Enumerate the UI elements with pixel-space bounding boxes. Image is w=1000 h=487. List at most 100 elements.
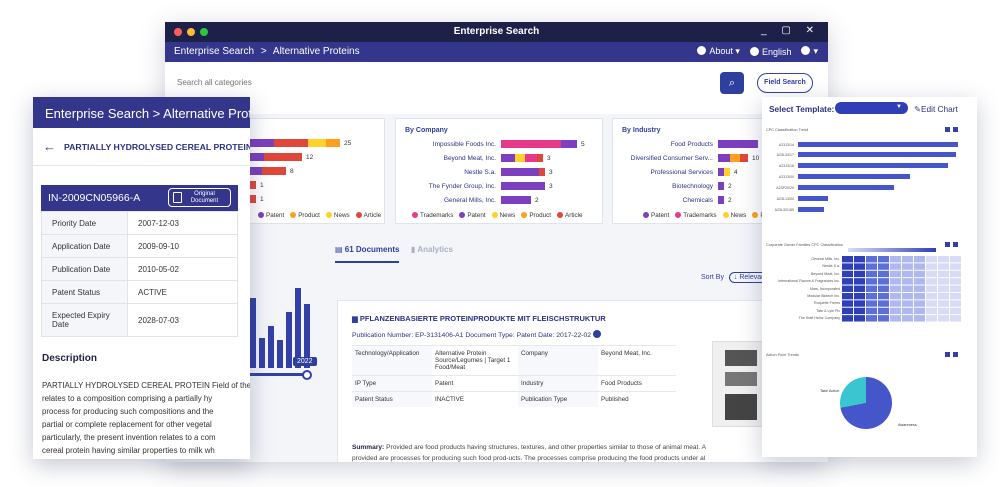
chart1-label: A23J3/00: [778, 175, 794, 179]
legend-news[interactable]: News: [325, 212, 350, 219]
breadcrumb-current[interactable]: Alternative Proteins: [272, 46, 360, 57]
about-menu[interactable]: About ▾: [697, 46, 740, 57]
timeline-bar[interactable]: [259, 338, 265, 368]
table-row: Patent Status ACTIVE: [41, 280, 238, 304]
meta-value: 2028-07-03: [127, 303, 238, 337]
chart1-bar[interactable]: [798, 163, 948, 168]
legend-patent[interactable]: Patent: [258, 212, 284, 219]
maximize-dot-icon[interactable]: [200, 28, 208, 36]
chart1-label: A23J3/14: [778, 143, 794, 147]
chart1-bar[interactable]: [798, 174, 910, 179]
timeline-bar[interactable]: [277, 340, 283, 368]
back-arrow-icon[interactable]: ←: [43, 139, 56, 154]
window-title: Enterprise Search: [453, 26, 540, 37]
document-card: ▆ PFLANZENBASIERTE PROTEINPRODUKTE MIT F…: [337, 300, 828, 462]
chart1-bar[interactable]: [798, 152, 956, 157]
bar-value: 3: [547, 154, 551, 162]
breadcrumb-root[interactable]: Enterprise Search: [174, 46, 255, 57]
breadcrumb-separator: >: [260, 46, 267, 57]
original-document-button[interactable]: Original Document: [168, 188, 231, 207]
industry-bar: [718, 140, 758, 148]
search-input[interactable]: Search all categories: [177, 78, 252, 87]
industry-label: Biotechnology: [672, 183, 713, 190]
by-company-title: By Company: [405, 127, 448, 134]
field-value: Patent: [432, 375, 518, 392]
chart1-label: A23L13/00: [776, 197, 794, 201]
window-controls[interactable]: _ ▢ ✕: [761, 25, 820, 36]
heatmap-row-label: Roquette Freres: [814, 301, 840, 306]
field-search-button[interactable]: Field Search: [757, 73, 813, 93]
bar-value: 8: [290, 167, 294, 175]
timeline-bar[interactable]: [286, 312, 292, 368]
tab-documents[interactable]: ▤ 61 Documents: [335, 245, 400, 254]
document-title[interactable]: ▆ PFLANZENBASIERTE PROTEINPRODUKTE MIT F…: [352, 314, 606, 323]
sort-label: Sort By: [701, 274, 724, 281]
language-menu[interactable]: English: [749, 46, 791, 57]
legend-product[interactable]: Product: [290, 212, 320, 219]
legend-news[interactable]: News: [722, 212, 746, 219]
bar-value: 4: [734, 168, 738, 176]
document-thumbnail[interactable]: [712, 341, 768, 427]
legend-article[interactable]: Article: [355, 212, 381, 219]
category-bar-5: 1: [250, 195, 264, 203]
legend-article[interactable]: Article: [557, 212, 583, 219]
timeline-bar[interactable]: [250, 298, 256, 368]
category-bar-4: 1: [250, 181, 264, 189]
minimize-dot-icon[interactable]: [187, 28, 195, 36]
timeline-slider-handle[interactable]: [302, 370, 312, 380]
sort-dropdown[interactable]: ↓ Relevan: [728, 272, 771, 283]
heatmap-row-label: Modular Biotech Inc.: [807, 294, 840, 299]
close-dot-icon[interactable]: [174, 28, 182, 36]
heatmap-grid[interactable]: [842, 255, 962, 322]
meta-key: Publication Date: [41, 257, 128, 281]
window-traffic-lights: [174, 28, 208, 36]
chart3-toolbar[interactable]: [945, 352, 969, 357]
timeline-bar[interactable]: [295, 288, 301, 368]
link-icon[interactable]: [592, 330, 601, 338]
user-menu[interactable]: ▾: [801, 46, 818, 57]
chart1-bar[interactable]: [798, 142, 958, 147]
pie-chart[interactable]: [840, 377, 892, 429]
legend-news[interactable]: News: [491, 212, 515, 219]
table-row: Expected Expiry Date 2028-07-03: [41, 303, 238, 337]
active-tab-indicator: [335, 261, 399, 263]
legend-patent[interactable]: Patent: [643, 212, 669, 219]
chart1-label: A23J3/16: [778, 164, 794, 168]
legend-patent[interactable]: Patent: [459, 212, 486, 219]
timeline-bar[interactable]: [304, 304, 310, 368]
company-label: General Mills, Inc.: [443, 197, 496, 204]
heatmap-row-label: General Mills, Inc.: [811, 257, 840, 261]
bar-value: 5: [581, 140, 585, 148]
chart1-bar[interactable]: [798, 207, 824, 212]
search-button[interactable]: ⌕: [720, 72, 744, 94]
field-key: IP Type: [352, 375, 432, 392]
chart1-toolbar[interactable]: [945, 127, 969, 132]
timeline-chart: 2022: [165, 244, 335, 404]
timeline-bar[interactable]: [268, 326, 274, 368]
template-select[interactable]: ▼: [835, 102, 908, 114]
bar-value: 3: [549, 168, 553, 176]
document-fields-table: Technology/Application Alternative Prote…: [352, 345, 676, 407]
tab-analytics-label: Analytics: [417, 245, 453, 254]
thumb-figure: [725, 372, 757, 386]
legend-trademarks[interactable]: Trademarks: [675, 212, 717, 219]
chart1-bar[interactable]: [798, 196, 828, 201]
by-industry-title: By Industry: [622, 127, 661, 134]
search-row: Search all categories: [165, 62, 828, 114]
table-row: Priority Date 2007-12-03: [41, 211, 238, 235]
timeline-slider-track[interactable]: [250, 373, 308, 376]
chart2-toolbar[interactable]: [945, 242, 969, 247]
meta-value: 2010-05-02: [127, 257, 238, 281]
sort-control: Sort By ↓ Relevan: [701, 272, 771, 283]
chevron-down-icon: ▼: [896, 104, 902, 110]
company-bar: 5: [501, 140, 585, 148]
bar-value: 1: [260, 181, 264, 189]
edit-chart-button[interactable]: ✎Edit Chart: [914, 104, 958, 114]
company-legend: Trademarks Patent News Product Article: [412, 212, 583, 219]
field-key: Patent Status: [352, 391, 432, 407]
legend-trademarks[interactable]: Trademarks: [412, 212, 453, 219]
tab-analytics[interactable]: ▮ Analytics: [411, 245, 453, 254]
legend-product[interactable]: Product: [521, 212, 551, 219]
meta-value: ACTIVE: [127, 280, 238, 304]
chart1-bar[interactable]: [798, 185, 894, 190]
